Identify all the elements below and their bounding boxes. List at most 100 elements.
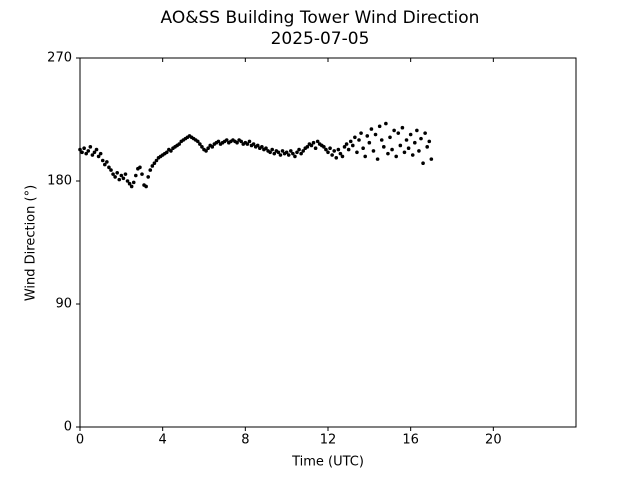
data-point [324, 147, 328, 152]
data-point [340, 154, 345, 159]
data-point [78, 147, 82, 152]
data-point [419, 136, 423, 141]
data-point [377, 124, 382, 129]
data-point [88, 145, 93, 149]
data-point [373, 132, 378, 137]
y-tick-label: 90 [55, 297, 72, 312]
data-point [365, 134, 370, 138]
data-point [94, 147, 99, 152]
data-point [406, 146, 411, 150]
data-point [402, 150, 407, 155]
data-point [105, 160, 109, 164]
data-point [336, 147, 341, 152]
x-tick-label: 8 [241, 433, 249, 448]
data-point [245, 142, 250, 146]
data-point [165, 150, 169, 155]
data-point [272, 151, 277, 156]
data-point [291, 151, 295, 156]
data-point [134, 173, 138, 178]
data-point [348, 139, 353, 144]
data-point [359, 131, 363, 135]
data-point [109, 168, 113, 172]
data-point [98, 151, 103, 156]
data-point [260, 145, 264, 149]
x-tick-label: 16 [402, 433, 419, 448]
data-point [396, 131, 401, 135]
data-point [276, 150, 281, 155]
data-point [82, 146, 86, 150]
data-point [297, 147, 301, 152]
data-point [152, 161, 157, 166]
data-point [332, 149, 337, 153]
data-point [268, 150, 272, 155]
data-point [361, 146, 365, 150]
y-axis-label: Wind Direction (°) [24, 185, 39, 301]
data-point [305, 145, 310, 149]
data-point [224, 138, 229, 142]
data-point [326, 150, 330, 155]
data-point [408, 132, 413, 137]
data-point [144, 184, 148, 189]
data-point [177, 142, 181, 146]
data-point [394, 154, 399, 159]
data-point [113, 175, 117, 179]
data-point [400, 125, 405, 130]
data-point [92, 150, 97, 155]
data-point [342, 145, 347, 149]
data-point [210, 145, 215, 149]
data-point [125, 179, 130, 183]
data-point [425, 145, 430, 149]
x-tick-label: 12 [320, 433, 337, 448]
data-point [355, 150, 359, 155]
data-point [299, 151, 303, 156]
data-point [301, 149, 306, 153]
data-point [315, 139, 320, 144]
data-point [392, 128, 396, 133]
data-point [138, 165, 142, 170]
data-point [415, 128, 419, 133]
data-point [247, 139, 252, 144]
data-point [251, 142, 256, 146]
data-point [96, 154, 101, 159]
y-tick-label: 0 [64, 420, 72, 435]
data-point [200, 145, 204, 149]
data-point [384, 121, 388, 126]
y-tick-label: 270 [47, 51, 72, 66]
data-point [206, 146, 210, 150]
data-point [344, 142, 349, 146]
data-point [131, 180, 136, 185]
data-point [235, 140, 239, 145]
data-point [169, 149, 173, 153]
data-point [293, 154, 297, 159]
data-point [154, 158, 159, 163]
data-point [119, 173, 124, 178]
chart-subtitle: 2025-07-05 [271, 29, 370, 49]
data-point [127, 181, 132, 186]
x-tick-label: 20 [485, 433, 502, 448]
data-point [255, 143, 260, 148]
data-point [84, 151, 88, 156]
data-point [196, 139, 200, 144]
data-point [295, 150, 299, 155]
data-point [353, 135, 357, 140]
data-point [239, 139, 243, 144]
data-point [103, 162, 107, 167]
data-point [150, 164, 155, 168]
data-point [146, 175, 150, 179]
data-point [413, 140, 417, 145]
data-point [398, 143, 403, 148]
data-point [80, 150, 84, 155]
y-tick-label: 180 [47, 174, 72, 189]
data-point [284, 150, 289, 155]
data-point [322, 145, 326, 149]
data-point [129, 184, 134, 189]
x-axis-label: Time (UTC) [291, 455, 364, 470]
data-point [390, 147, 394, 152]
data-point [427, 139, 432, 144]
data-point [357, 138, 361, 142]
data-point [100, 158, 105, 163]
x-tick-label: 4 [159, 433, 167, 448]
data-point [421, 161, 425, 166]
data-point [313, 146, 318, 150]
data-point [417, 149, 421, 153]
